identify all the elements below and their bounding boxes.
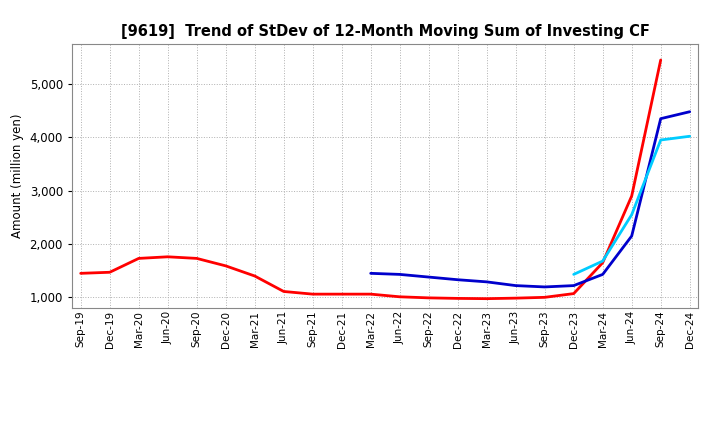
3 Years: [105, 270, 114, 275]
5 Years: [482, 279, 491, 285]
3 Years: [308, 291, 317, 297]
Line: 5 Years: 5 Years: [371, 112, 690, 287]
5 Years: [627, 233, 636, 238]
3 Years: [221, 263, 230, 268]
7 Years: [657, 137, 665, 143]
Line: 7 Years: 7 Years: [574, 136, 690, 275]
3 Years: [135, 256, 143, 261]
5 Years: [598, 272, 607, 277]
3 Years: [627, 193, 636, 198]
3 Years: [598, 260, 607, 265]
3 Years: [541, 295, 549, 300]
5 Years: [511, 283, 520, 288]
3 Years: [366, 291, 375, 297]
3 Years: [338, 291, 346, 297]
Title: [9619]  Trend of StDev of 12-Month Moving Sum of Investing CF: [9619] Trend of StDev of 12-Month Moving…: [121, 24, 649, 39]
Line: 3 Years: 3 Years: [81, 60, 661, 299]
3 Years: [454, 296, 462, 301]
3 Years: [570, 291, 578, 296]
5 Years: [454, 277, 462, 282]
3 Years: [76, 271, 85, 276]
3 Years: [251, 273, 259, 279]
5 Years: [366, 271, 375, 276]
3 Years: [192, 256, 201, 261]
Y-axis label: Amount (million yen): Amount (million yen): [11, 114, 24, 238]
3 Years: [279, 289, 288, 294]
3 Years: [482, 296, 491, 301]
3 Years: [424, 295, 433, 301]
3 Years: [657, 57, 665, 62]
7 Years: [627, 212, 636, 217]
5 Years: [657, 116, 665, 121]
7 Years: [685, 134, 694, 139]
7 Years: [570, 272, 578, 277]
5 Years: [570, 283, 578, 288]
5 Years: [424, 275, 433, 280]
5 Years: [395, 272, 404, 277]
7 Years: [598, 258, 607, 264]
5 Years: [685, 109, 694, 114]
3 Years: [395, 294, 404, 300]
3 Years: [163, 254, 172, 260]
5 Years: [541, 284, 549, 290]
3 Years: [511, 296, 520, 301]
